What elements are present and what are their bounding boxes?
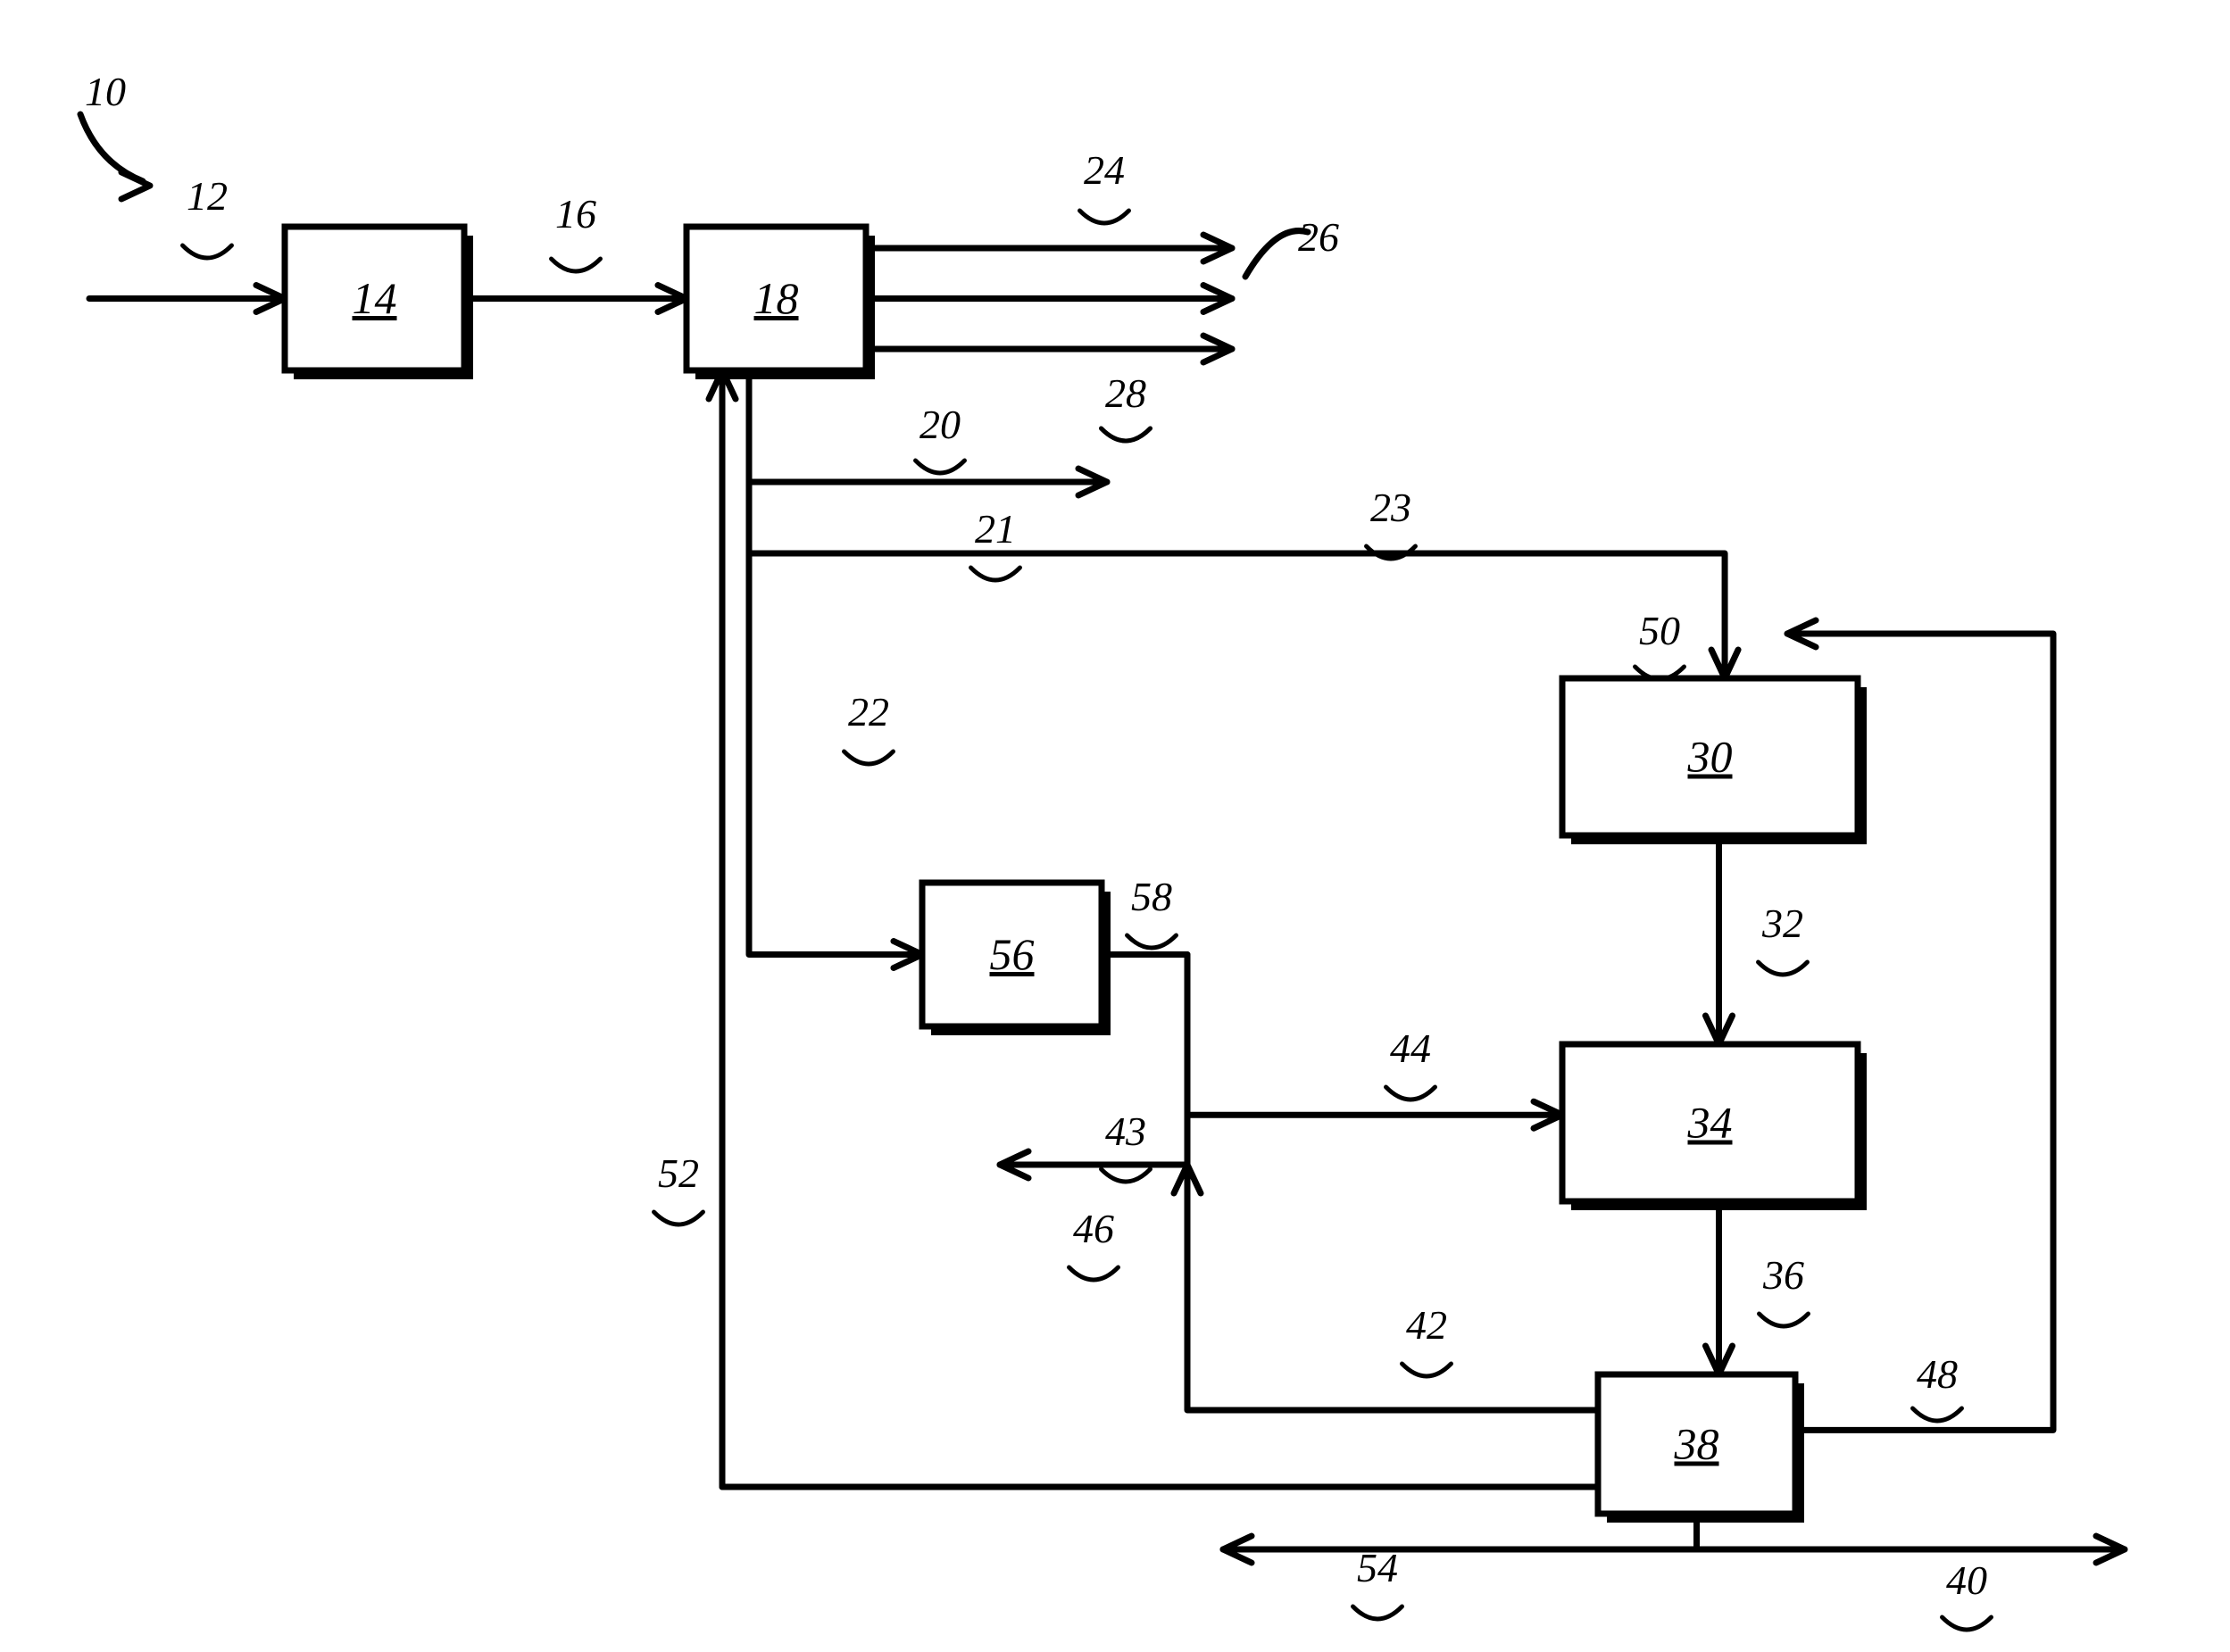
ref-label-50: 50 <box>1639 608 1680 653</box>
ref-label-40: 40 <box>1946 1557 1987 1603</box>
ref-label-42: 42 <box>1406 1302 1447 1348</box>
ref-label-58: 58 <box>1131 874 1172 919</box>
flow-box-18: 18 <box>686 227 875 379</box>
flow-44 <box>1187 955 1562 1116</box>
ref-label-36: 36 <box>1762 1252 1804 1298</box>
ref-label-23: 23 <box>1370 485 1411 530</box>
ref-label-21: 21 <box>975 506 1016 552</box>
ref-label-26: 26 <box>1298 214 1339 260</box>
box-label: 30 <box>1687 732 1733 782</box>
ref-label-54: 54 <box>1357 1545 1398 1590</box>
ref-label-44: 44 <box>1390 1025 1431 1071</box>
ref-label-28: 28 <box>1105 370 1146 416</box>
flow-box-56: 56 <box>922 883 1111 1035</box>
box-label: 34 <box>1687 1098 1733 1148</box>
ref-label-16: 16 <box>555 191 596 237</box>
flow-23 <box>749 482 1725 678</box>
ref-label-46: 46 <box>1073 1206 1114 1251</box>
ref-label-12: 12 <box>187 173 228 219</box>
ref-label-10: 10 <box>85 69 126 114</box>
flow-22-56 <box>749 553 922 955</box>
ref-label-43: 43 <box>1105 1108 1146 1154</box>
ref-label-52: 52 <box>658 1150 699 1196</box>
flow-box-38: 38 <box>1598 1374 1804 1523</box>
ref-label-24: 24 <box>1084 147 1125 193</box>
box-label: 14 <box>353 273 397 323</box>
flow-box-14: 14 <box>285 227 473 379</box>
flow-box-34: 34 <box>1562 1044 1867 1210</box>
flow-46 <box>1000 1115 1187 1165</box>
ref-label-22: 22 <box>848 689 889 735</box>
ref-label-20: 20 <box>919 402 961 447</box>
ref-label-32: 32 <box>1761 901 1803 946</box>
flow-42 <box>1187 1165 1598 1410</box>
ref-label-48: 48 <box>1917 1351 1958 1397</box>
box-label: 56 <box>990 929 1035 979</box>
box-label: 18 <box>754 273 799 323</box>
box-label: 38 <box>1674 1419 1719 1469</box>
flow-box-30: 30 <box>1562 678 1867 844</box>
